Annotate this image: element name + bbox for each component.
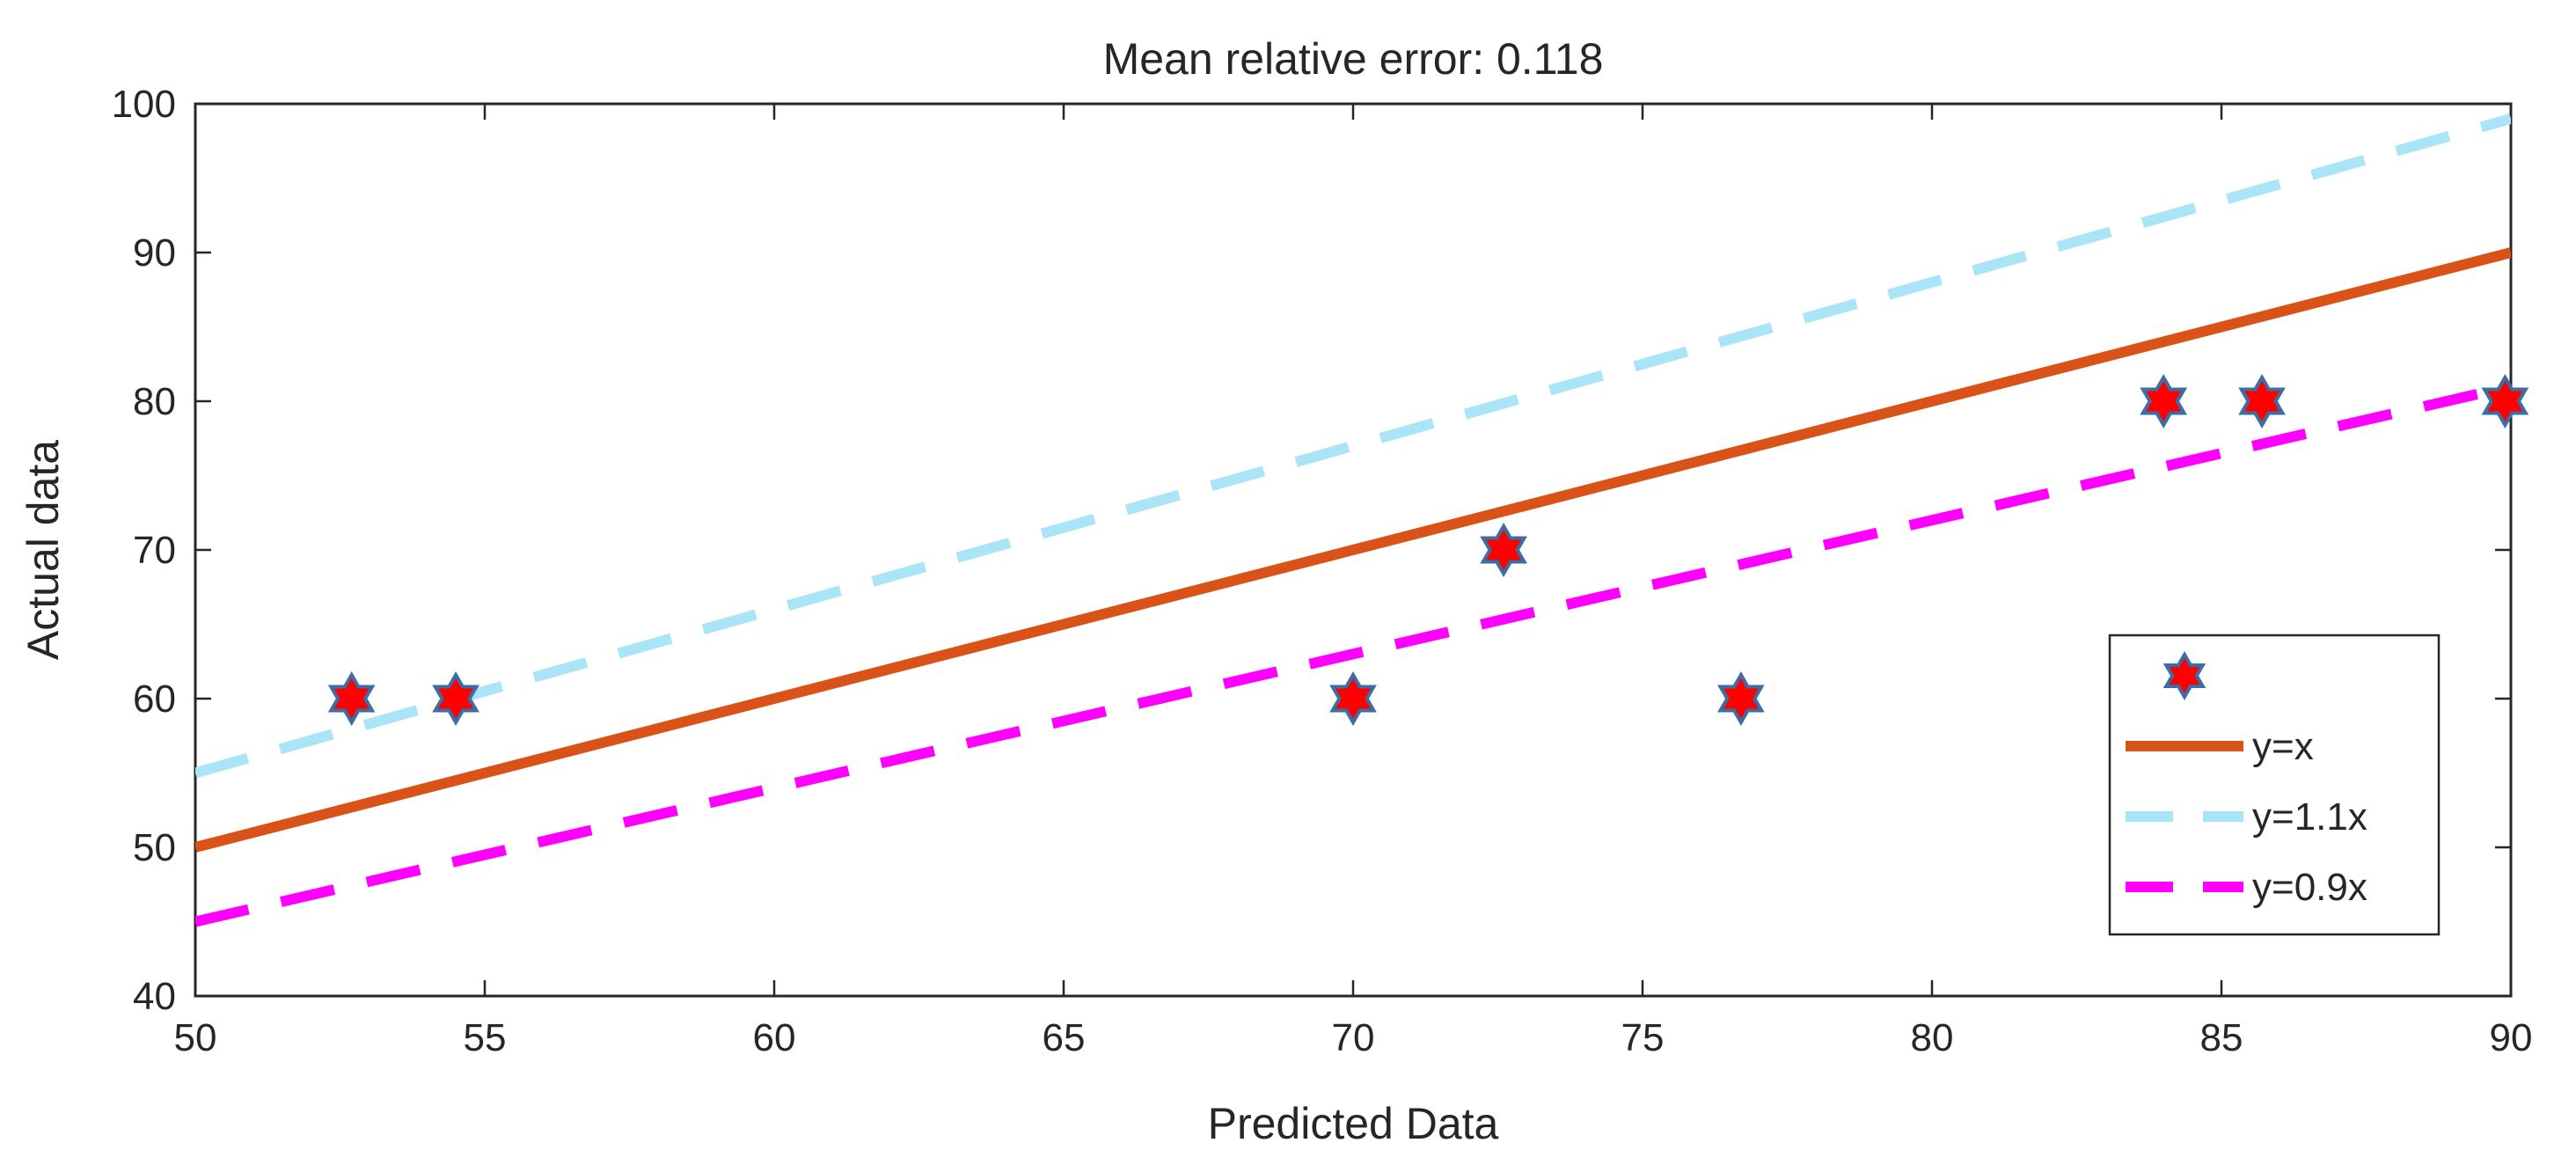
y-tick-label: 80 — [133, 380, 176, 423]
legend: y=x y=1.1x y=0.9x — [2108, 634, 2441, 936]
scatter-point — [1329, 671, 1377, 726]
x-tick-label: 60 — [753, 1016, 796, 1059]
y-tick-label: 40 — [133, 975, 176, 1018]
y-axis-title: Actual data — [18, 440, 68, 660]
y-tick-label: 50 — [133, 826, 176, 869]
series-line-2 — [195, 114, 2511, 779]
legend-label-3: y=0.9x — [2252, 866, 2367, 909]
series-lines — [195, 114, 2511, 927]
series-line-3 — [195, 381, 2511, 927]
scatter-point — [1480, 523, 1527, 577]
x-tick-label: 70 — [1332, 1016, 1375, 1059]
scatter-point — [2140, 374, 2188, 429]
chart-title: Mean relative error: 0.118 — [1103, 34, 1604, 84]
legend-marker-points — [2163, 650, 2206, 701]
scatter-point — [1717, 670, 1765, 727]
scatter-point — [2238, 373, 2286, 429]
scatter-points — [327, 373, 2529, 727]
scatter-point — [432, 671, 479, 726]
x-tick-label: 75 — [1621, 1016, 1665, 1059]
legend-label-1: y=x — [2252, 725, 2314, 768]
y-tick-label: 90 — [133, 231, 176, 275]
x-tick-label: 65 — [1043, 1016, 1086, 1059]
y-tick-label: 70 — [133, 529, 176, 572]
x-axis-title: Predicted Data — [1208, 1099, 1499, 1148]
series-line-1 — [195, 247, 2511, 853]
scatter-point — [2481, 374, 2529, 429]
x-tick-label: 55 — [464, 1016, 507, 1059]
legend-label-2: y=1.1x — [2252, 795, 2367, 839]
x-axis: 50 55 60 65 70 75 80 85 90 — [174, 104, 2533, 1059]
x-tick-label: 50 — [174, 1016, 217, 1059]
x-tick-label: 85 — [2200, 1016, 2243, 1059]
y-axis: 40 50 60 70 80 90 100 — [112, 83, 2511, 1018]
y-tick-label: 100 — [112, 83, 176, 126]
x-tick-label: 80 — [1911, 1016, 1954, 1059]
y-tick-label: 60 — [133, 678, 176, 721]
scatter-point — [327, 670, 376, 727]
x-tick-label: 90 — [2490, 1016, 2533, 1059]
